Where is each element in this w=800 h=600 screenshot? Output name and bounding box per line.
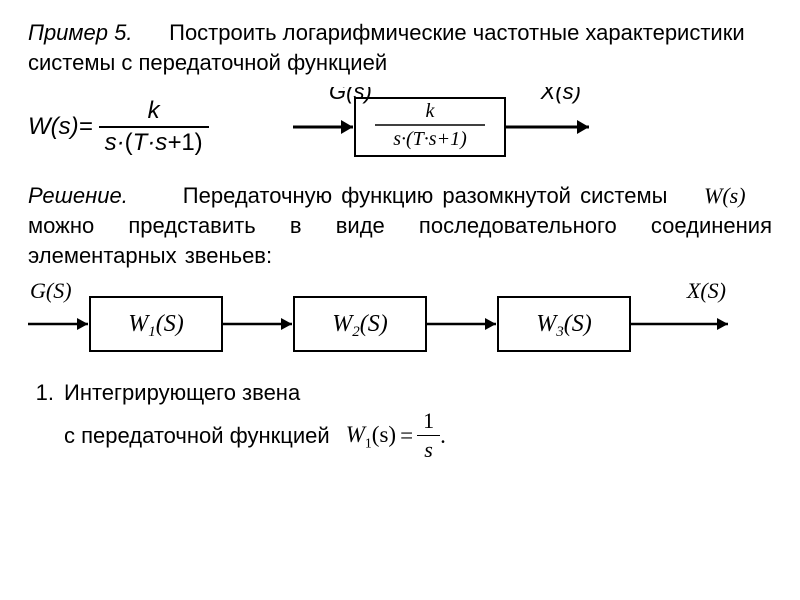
chain-svg: G(S) W1(S) W2(S) W3(S) X(S)	[28, 280, 772, 360]
frac-bar	[99, 126, 209, 128]
ws-fraction: k s·(T·s+1)	[99, 98, 209, 157]
item-1-line2: с передаточной функцией	[64, 421, 330, 452]
item-1-number: 1.	[28, 378, 54, 409]
solution-text-after: можно представить в виде последовательно…	[28, 213, 772, 268]
ws-num: k	[142, 98, 166, 124]
w1-formula: W1(s) = 1 s .	[346, 409, 446, 462]
task-text: Построить логарифмические частотные хара…	[28, 20, 745, 75]
example-label: Пример 5.	[28, 20, 132, 45]
solution-label: Решение.	[28, 183, 128, 208]
single-block-svg: k s·(T·s+1) G(s) X(s)	[293, 87, 623, 167]
single-block-diagram: k s·(T·s+1) G(s) X(s)	[293, 87, 623, 167]
chain-box-3: W3(S)	[536, 311, 591, 340]
block-num: k	[425, 100, 435, 122]
ws-formula: W(s)= k s·(T·s+1)	[28, 98, 209, 157]
xs-label: X(s)	[539, 87, 580, 104]
solution-text-before: Передаточную функцию разомкнутой системы	[183, 183, 668, 208]
ws-lhs: W(s)=	[28, 113, 93, 141]
chain-diagram: G(S) W1(S) W2(S) W3(S) X(S)	[28, 280, 772, 360]
formula-and-block-row: W(s)= k s·(T·s+1) k s·(T·s+1)	[28, 87, 772, 167]
chain-output-label: X(S)	[686, 280, 726, 303]
solution-paragraph: Решение. Передаточную функцию разомкнуто…	[28, 181, 772, 270]
example-header: Пример 5. Построить логарифмические част…	[28, 18, 772, 77]
chain-box-1: W1(S)	[128, 311, 183, 340]
ws-den: s·(T·s+1)	[99, 130, 209, 156]
ws-symbol: W(s)	[704, 183, 746, 208]
gs-label: G(s)	[329, 87, 372, 104]
item-1-line1: Интегрирующего звена	[64, 378, 772, 409]
block-den: s·(T·s+1)	[393, 128, 467, 150]
chain-input-label: G(S)	[30, 280, 72, 303]
chain-box-2: W2(S)	[332, 311, 387, 340]
list-item-1: 1. Интегрирующего звена с передаточной ф…	[64, 378, 772, 462]
